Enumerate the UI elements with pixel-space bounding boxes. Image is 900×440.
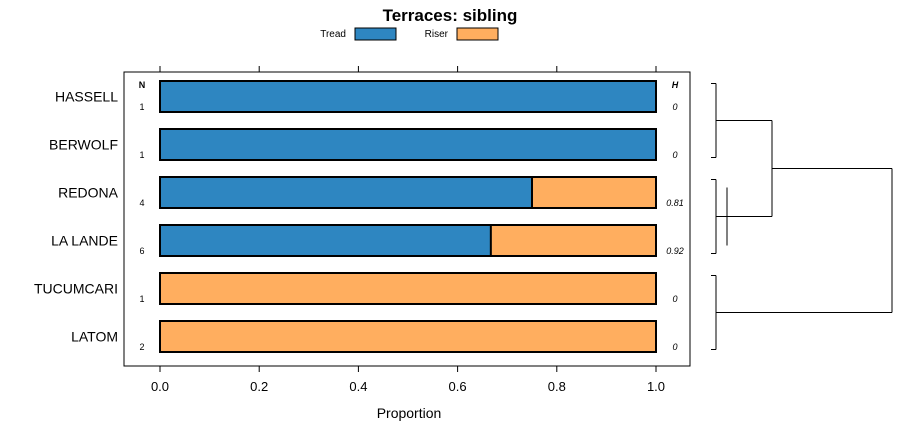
bar-la-lande-tread bbox=[160, 225, 491, 256]
n-value-la-lande: 6 bbox=[139, 246, 144, 256]
category-label-tucumcari: TUCUMCARI bbox=[34, 281, 118, 297]
bar-outline-hassell bbox=[159, 80, 657, 113]
bar-redona-riser bbox=[532, 177, 656, 208]
n-value-latom: 2 bbox=[139, 342, 144, 352]
bar-berwolf-tread bbox=[160, 129, 656, 160]
h-value-la-lande: 0.92 bbox=[666, 246, 684, 256]
plot-panel bbox=[123, 71, 691, 367]
h-value-tucumcari: 0 bbox=[672, 294, 677, 304]
category-label-berwolf: BERWOLF bbox=[49, 137, 118, 153]
n-value-berwolf: 1 bbox=[139, 150, 144, 160]
h-column: H 0 0 0.81 0.92 0 0 bbox=[666, 80, 684, 352]
x-axis: 0.0 0.2 0.4 0.6 0.8 1.0 bbox=[151, 66, 665, 394]
legend-label-riser: Riser bbox=[425, 29, 449, 40]
h-value-latom: 0 bbox=[672, 342, 677, 352]
category-label-redona: REDONA bbox=[58, 185, 119, 201]
x-tick-label-0-0: 0.0 bbox=[151, 379, 169, 394]
h-header: H bbox=[672, 80, 679, 90]
x-tick-label-0-2: 0.2 bbox=[250, 379, 268, 394]
bar-redona-tread bbox=[160, 177, 532, 208]
bar-outline-la-lande bbox=[159, 224, 657, 257]
chart-title: Terraces: sibling bbox=[383, 6, 518, 25]
category-label-la-lande: LA LANDE bbox=[51, 233, 118, 249]
n-header: N bbox=[139, 80, 146, 90]
x-tick-label-1-0: 1.0 bbox=[647, 379, 665, 394]
x-tick-label-0-8: 0.8 bbox=[548, 379, 566, 394]
h-value-berwolf: 0 bbox=[672, 150, 677, 160]
bar-la-lande-riser bbox=[490, 225, 656, 256]
bar-hassell-tread bbox=[160, 81, 656, 112]
bars bbox=[159, 80, 657, 353]
legend-label-tread: Tread bbox=[320, 29, 346, 40]
legend-swatch-tread bbox=[354, 27, 397, 41]
bar-outline-latom bbox=[159, 320, 657, 353]
category-label-latom: LATOM bbox=[71, 329, 118, 345]
dendrogram bbox=[711, 83, 893, 350]
x-tick-label-0-4: 0.4 bbox=[349, 379, 367, 394]
bar-tucumcari-riser bbox=[160, 273, 656, 304]
n-column: N 1 1 4 6 1 2 bbox=[139, 80, 146, 352]
bar-outline-tucumcari bbox=[159, 272, 657, 305]
n-value-hassell: 1 bbox=[139, 102, 144, 112]
n-value-redona: 4 bbox=[139, 198, 144, 208]
category-label-hassell: HASSELL bbox=[55, 89, 118, 105]
n-value-tucumcari: 1 bbox=[139, 294, 144, 304]
category-labels: HASSELL BERWOLF REDONA LA LANDE TUCUMCARI LAT… bbox=[34, 89, 119, 345]
bar-outline-redona bbox=[159, 176, 657, 209]
h-value-hassell: 0 bbox=[672, 102, 677, 112]
x-axis-title: Proportion bbox=[377, 405, 442, 421]
bar-outline-berwolf bbox=[159, 128, 657, 161]
h-value-redona: 0.81 bbox=[666, 198, 684, 208]
legend-swatch-riser bbox=[456, 27, 499, 41]
legend: Tread Riser bbox=[320, 27, 499, 41]
bar-latom-riser bbox=[160, 321, 656, 352]
x-tick-label-0-6: 0.6 bbox=[449, 379, 467, 394]
